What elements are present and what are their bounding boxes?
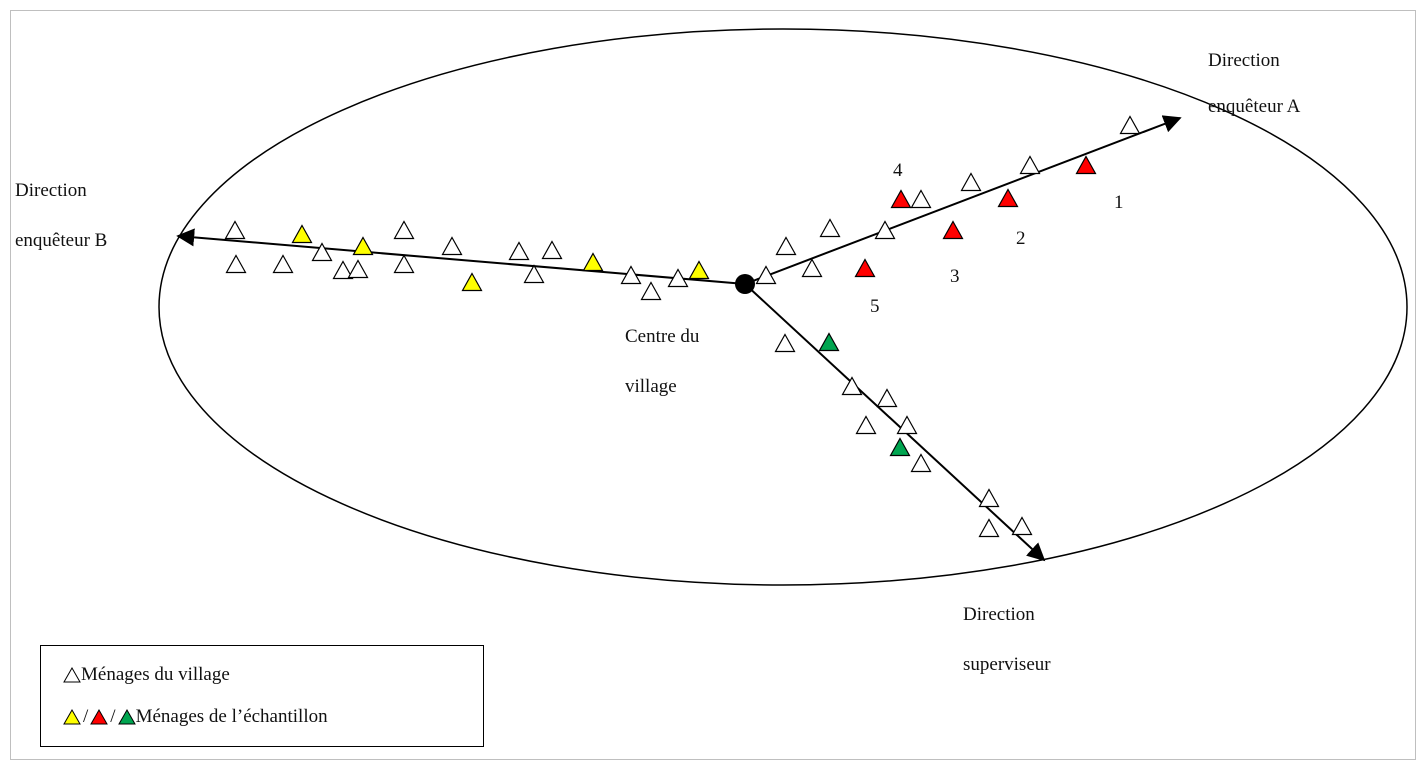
- village-household-marker: [347, 259, 369, 279]
- direction-supervisor-label-line1: Direction: [963, 604, 1035, 625]
- sample-household-a-marker: [997, 188, 1019, 208]
- village-household-marker: [1011, 516, 1033, 536]
- sample-number-5: 5: [870, 296, 880, 317]
- village-household-marker: [523, 264, 545, 284]
- direction-b-label-line1: Direction: [15, 180, 87, 201]
- sample-household-b-marker: [352, 236, 374, 256]
- village-household-marker: [1119, 115, 1141, 135]
- sample-number-1: 1: [1114, 192, 1124, 213]
- direction-supervisor-label-line2: superviseur: [963, 654, 1051, 675]
- village-household-marker: [910, 189, 932, 209]
- sample-household-a-marker: [854, 258, 876, 278]
- village-household-marker: [896, 415, 918, 435]
- village-centre-label-line2: village: [625, 376, 677, 397]
- village-household-marker: [855, 415, 877, 435]
- red-triangle-icon: [90, 709, 109, 725]
- legend-row-sample: / / Ménages de l’échantillon: [63, 706, 328, 728]
- village-household-marker: [311, 242, 333, 262]
- legend-village-households-label: Ménages du village: [81, 664, 230, 685]
- yellow-triangle-icon: [63, 709, 81, 725]
- legend: Ménages du village / / Ménages de l’écha…: [40, 645, 484, 747]
- direction-a-arrow: [744, 115, 1182, 285]
- sample-household-a-marker: [890, 189, 912, 209]
- sample-household-b-marker: [688, 260, 710, 280]
- direction-supervisor-arrow: [744, 283, 1046, 562]
- village-household-marker: [508, 241, 530, 261]
- village-household-marker: [960, 172, 982, 192]
- village-household-marker: [801, 258, 823, 278]
- village-household-marker: [775, 236, 797, 256]
- legend-separator-1: /: [83, 706, 89, 727]
- village-household-marker: [755, 265, 777, 285]
- village-household-marker: [224, 220, 246, 240]
- village-household-marker: [876, 388, 898, 408]
- sample-household-b-marker: [291, 224, 313, 244]
- village-household-marker: [272, 254, 294, 274]
- sample-number-3: 3: [950, 266, 960, 287]
- sample-household-b-marker: [461, 272, 483, 292]
- legend-sample-households-label: Ménages de l’échantillon: [135, 706, 328, 727]
- households: [224, 115, 1141, 538]
- sample-number-4: 4: [893, 160, 903, 181]
- village-household-marker: [667, 268, 689, 288]
- village-household-marker: [441, 236, 463, 256]
- village-household-marker: [819, 218, 841, 238]
- village-household-marker: [978, 488, 1000, 508]
- sample-household-supervisor-marker: [818, 332, 840, 352]
- village-boundary: [158, 28, 1408, 586]
- direction-a-label-line1: Direction: [1208, 50, 1280, 71]
- legend-row-village: Ménages du village: [63, 664, 230, 686]
- direction-b-arrow: [176, 228, 746, 285]
- green-triangle-icon: [117, 709, 136, 725]
- village-household-marker: [874, 220, 896, 240]
- village-household-marker: [910, 453, 932, 473]
- direction-a-label-line2: enquêteur A: [1208, 96, 1301, 117]
- village-household-marker: [620, 265, 642, 285]
- sample-household-a-marker: [942, 220, 964, 240]
- figure-frame: [10, 10, 1416, 760]
- village-household-marker: [541, 240, 563, 260]
- village-centre-label-line1: Centre du: [625, 326, 700, 347]
- village-household-marker: [225, 254, 247, 274]
- direction-b-label-line2: enquêteur B: [15, 230, 107, 251]
- village-household-marker: [841, 376, 863, 396]
- village-household-marker: [393, 220, 415, 240]
- village-household-marker: [332, 260, 354, 280]
- village-household-marker: [978, 518, 1000, 538]
- village-household-marker: [774, 333, 796, 353]
- village-household-marker: [393, 254, 415, 274]
- village-centre-dot: [735, 274, 755, 294]
- village-household-marker: [640, 281, 662, 301]
- sample-household-b-marker: [582, 252, 604, 272]
- legend-separator-2: /: [110, 706, 116, 727]
- sample-household-supervisor-marker: [889, 437, 911, 457]
- outline-triangle-icon: [63, 667, 81, 683]
- sample-number-2: 2: [1016, 228, 1026, 249]
- sample-household-a-marker: [1075, 155, 1097, 175]
- village-household-marker: [1019, 155, 1041, 175]
